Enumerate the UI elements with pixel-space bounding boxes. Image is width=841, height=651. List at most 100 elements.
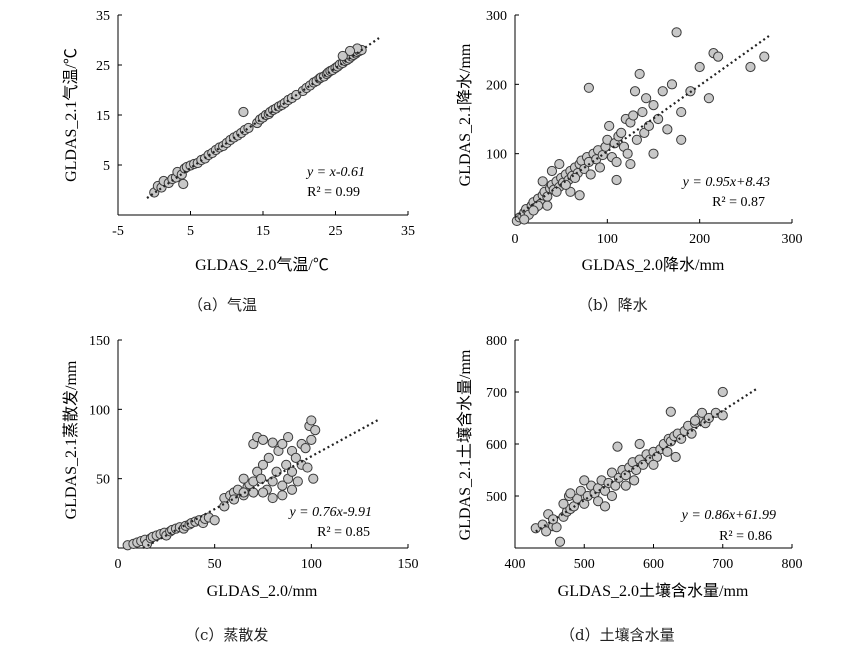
data-point <box>271 466 282 477</box>
data-point <box>537 176 548 187</box>
data-point <box>648 100 659 111</box>
data-point <box>593 496 604 507</box>
y-tick-label: 5 <box>103 159 110 174</box>
x-tick-label: 150 <box>398 557 419 572</box>
data-point <box>662 124 673 135</box>
data-point <box>257 487 269 498</box>
data-point <box>689 415 701 426</box>
data-point <box>574 190 585 201</box>
trend-line <box>535 387 758 533</box>
data-point <box>648 148 659 159</box>
data-point <box>620 480 631 491</box>
y-tick-label: 100 <box>486 148 507 163</box>
y-tick-label: 600 <box>486 438 507 453</box>
x-tick-label: 200 <box>689 232 710 247</box>
data-point <box>337 50 348 62</box>
x-tick-label: 100 <box>597 232 618 247</box>
data-point <box>248 487 259 498</box>
data-point <box>565 186 576 197</box>
data-point <box>277 480 288 491</box>
data-point <box>637 106 648 118</box>
data-point <box>546 165 558 177</box>
panel-caption: （d）土壤含水量 <box>560 626 675 644</box>
data-point <box>694 61 705 73</box>
data-point <box>717 410 728 421</box>
regression-equation: y = 0.86x+61.99 <box>680 508 776 523</box>
y-axis-label: GLDAS_2.1气温/℃ <box>62 48 80 182</box>
data-point <box>670 451 681 463</box>
data-point <box>657 86 668 97</box>
data-point <box>300 443 311 454</box>
data-point <box>277 490 288 501</box>
data-point <box>306 415 317 426</box>
regression-equation: y = 0.95x+8.43 <box>681 175 770 190</box>
data-point <box>283 431 294 443</box>
data-point <box>541 526 552 537</box>
data-point <box>178 178 189 190</box>
data-point <box>612 441 623 452</box>
data-point <box>703 93 715 104</box>
data-point <box>257 459 269 470</box>
data-point <box>238 106 249 118</box>
y-tick-label: 200 <box>486 78 507 93</box>
y-tick-label: 500 <box>486 490 507 505</box>
data-point <box>676 134 687 145</box>
r-squared-label: R² = 0.86 <box>719 529 772 544</box>
data-point <box>263 452 274 463</box>
x-axis-label: GLDAS_2.0降水/mm <box>582 256 725 274</box>
x-axis-label: GLDAS_2.0气温/℃ <box>195 256 329 274</box>
data-point <box>243 122 254 134</box>
data-point <box>628 110 639 121</box>
data-point <box>625 158 636 170</box>
data-point <box>585 169 596 180</box>
data-point <box>665 406 676 417</box>
x-axis-label: GLDAS_2.0土壤含水量/mm <box>558 581 749 600</box>
data-point <box>286 484 298 495</box>
data-point <box>238 473 249 484</box>
data-point <box>713 51 724 62</box>
data-point <box>310 425 321 436</box>
data-point <box>569 172 581 184</box>
x-tick-label: 0 <box>115 557 122 572</box>
trend-line <box>514 35 770 219</box>
x-tick-label: 600 <box>643 557 664 572</box>
data-point <box>579 163 590 175</box>
data-point <box>604 120 615 132</box>
data-point <box>306 434 317 445</box>
data-point <box>616 127 627 138</box>
data-point <box>634 438 645 450</box>
x-tick-label: 400 <box>505 557 526 572</box>
data-point <box>666 79 678 90</box>
data-point <box>558 498 569 509</box>
data-point <box>648 459 659 470</box>
x-tick-label: 0 <box>512 232 519 247</box>
x-tick-label: 300 <box>782 232 803 247</box>
panel-caption: （b）降水 <box>578 296 648 314</box>
x-tick-label: 700 <box>712 557 733 572</box>
y-tick-label: 300 <box>486 9 507 24</box>
data-point <box>662 446 673 457</box>
data-point <box>631 134 642 145</box>
data-point <box>286 466 298 477</box>
y-tick-label: 50 <box>96 473 110 488</box>
data-point <box>671 27 682 38</box>
data-point <box>565 488 576 499</box>
data-point <box>255 473 267 484</box>
x-tick-label: 50 <box>208 557 222 572</box>
y-tick-label: 100 <box>89 403 110 418</box>
data-point <box>599 501 611 512</box>
data-point <box>542 200 553 211</box>
y-axis-label: GLDAS_2.1土壤含水量/mm <box>455 349 474 540</box>
x-tick-label: -5 <box>112 224 124 239</box>
data-point <box>554 536 566 547</box>
data-point <box>717 386 728 398</box>
y-tick-label: 800 <box>486 334 507 349</box>
y-tick-label: 25 <box>96 59 110 74</box>
data-point <box>583 82 594 93</box>
y-tick-label: 35 <box>96 9 110 24</box>
data-point <box>267 437 278 448</box>
x-axis-label: GLDAS_2.0/mm <box>207 583 318 600</box>
data-point <box>641 93 652 104</box>
y-tick-label: 700 <box>486 386 507 401</box>
x-tick-label: 500 <box>574 557 595 572</box>
